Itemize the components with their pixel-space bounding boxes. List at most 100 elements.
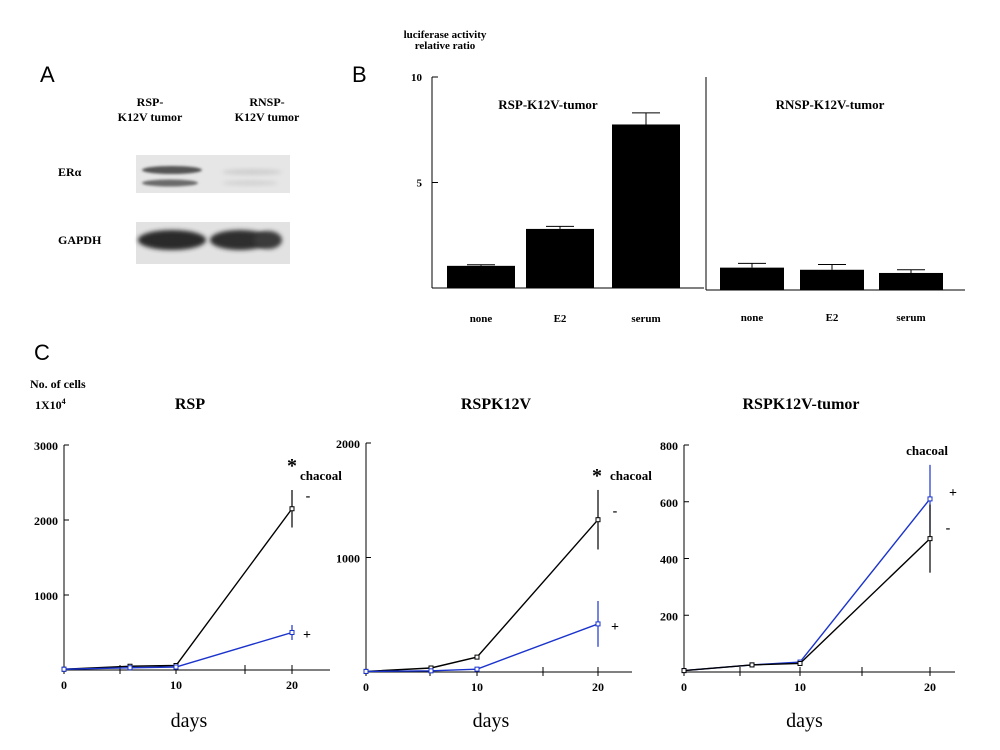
y-tick-label: 10 [411,72,423,84]
category-label: serum [896,312,925,324]
y-tick-label: 600 [660,496,678,510]
series-line-minus [683,538,931,672]
series-label: + [611,620,619,635]
y-tick-label: 1000 [336,552,360,566]
line-chart-title: RSP [175,396,205,413]
y-tick-label: 3000 [34,439,58,453]
x-tick-label: 10 [170,678,182,692]
panel-c-ylabel-base: 1X10 [35,398,62,412]
panel-c-ylabel-line2: 1X104 [30,393,86,414]
data-point [797,660,803,666]
panel-label-c: C [34,340,50,365]
bar-E2 [800,269,864,290]
blot-era-image [136,155,290,193]
data-point [428,668,434,674]
series-line-plus [365,623,599,673]
series-label: - [946,521,951,536]
x-axis-label: days [786,710,823,732]
category-label: serum [631,313,660,325]
bar-chart-2: RNSP-K12V-tumor none E2 serum [705,77,965,324]
line-chart-3: 800 600 400 200 0 10 20 RSPK12V-tumor days chacoa… [660,396,957,732]
series-line-minus [63,508,293,670]
blot-column-1-label: RSP- K12V tumor [100,95,200,125]
y-tick-label: 5 [417,178,423,190]
x-axis-label: days [171,710,208,732]
data-point [289,630,295,635]
blot-row-gapdh-label: GAPDH [58,233,102,247]
series-label: - [613,504,618,519]
series-label: + [949,486,957,501]
data-point [749,662,755,668]
series-label: - [306,489,311,504]
data-point [173,664,179,670]
x-tick-label: 10 [471,680,483,694]
bar-serum [879,272,943,290]
category-label: none [741,312,764,324]
data-point [474,654,480,660]
data-point [595,621,601,627]
category-label: none [470,313,493,325]
significance-star: * [592,465,602,487]
panel-c-ylabel-exp: 4 [61,397,66,406]
series-label: + [303,628,311,643]
data-point [127,665,133,671]
y-tick-label: 400 [660,553,678,567]
y-tick-label: 1000 [34,589,58,603]
series-line-minus [365,519,599,673]
blot-row-era-label: ERα [58,165,82,179]
blot-column-2-line1: RNSP- [249,95,285,109]
significance-star: * [287,455,297,477]
y-tick-label: 200 [660,609,678,623]
series-line-plus [683,498,931,672]
x-tick-label: 20 [286,678,298,692]
blot-column-1-line1: RSP- [136,95,164,109]
bar-chart-title: RSP-K12V-tumor [498,97,598,112]
x-tick-label: 0 [681,680,687,694]
data-point [289,506,295,512]
bar-chart-1: 10 5 RSP-K12V-tumor none E2 serum [411,72,704,325]
bar-none [447,265,515,288]
blot-gapdh-image [136,222,290,264]
panel-b-ylabel: luciferase activity relative ratio [380,30,510,52]
legend-title: chacoal [610,468,652,483]
blot-column-1-line2: K12V tumor [117,110,183,124]
x-tick-label: 10 [794,680,806,694]
data-point [681,668,687,674]
series-line-plus [63,631,293,670]
panel-c-ylabel: No. of cells 1X104 [30,376,86,414]
panel-c-ylabel-line1: No. of cells [30,377,86,391]
data-point [927,536,933,542]
data-point [474,666,480,672]
bar-E2 [526,228,594,288]
panel-b-ylabel-line2: relative ratio [414,40,476,52]
data-point [927,496,933,502]
y-tick-label: 2000 [34,514,58,528]
bar-none [720,267,784,290]
bar-chart-title: RNSP-K12V-tumor [776,97,885,112]
legend-title: chacoal [300,468,342,483]
y-tick-label: 800 [660,439,678,453]
x-tick-label: 20 [924,680,936,694]
line-chart-title: RSPK12V [461,396,532,413]
x-tick-label: 0 [363,680,369,694]
category-label: E2 [554,313,567,325]
panel-label-b: B [352,62,367,87]
category-label: E2 [826,312,839,324]
blot-column-2-label: RNSP- K12V tumor [212,95,322,125]
panel-label-a: A [40,62,55,87]
panel-b-ylabel-line1: luciferase activity [403,29,487,41]
blot-column-2-line2: K12V tumor [234,110,300,124]
data-point [595,517,601,523]
y-tick-label: 2000 [336,437,360,451]
line-chart-title: RSPK12V-tumor [742,396,859,413]
bar-serum [612,124,680,288]
line-chart-1: 3000 2000 1000 0 10 20 RSP days chacoal*- + [34,396,342,732]
data-point [61,666,67,672]
x-tick-label: 0 [61,678,67,692]
legend-title: chacoal [906,443,948,458]
x-tick-label: 20 [592,680,604,694]
data-point [363,668,369,674]
